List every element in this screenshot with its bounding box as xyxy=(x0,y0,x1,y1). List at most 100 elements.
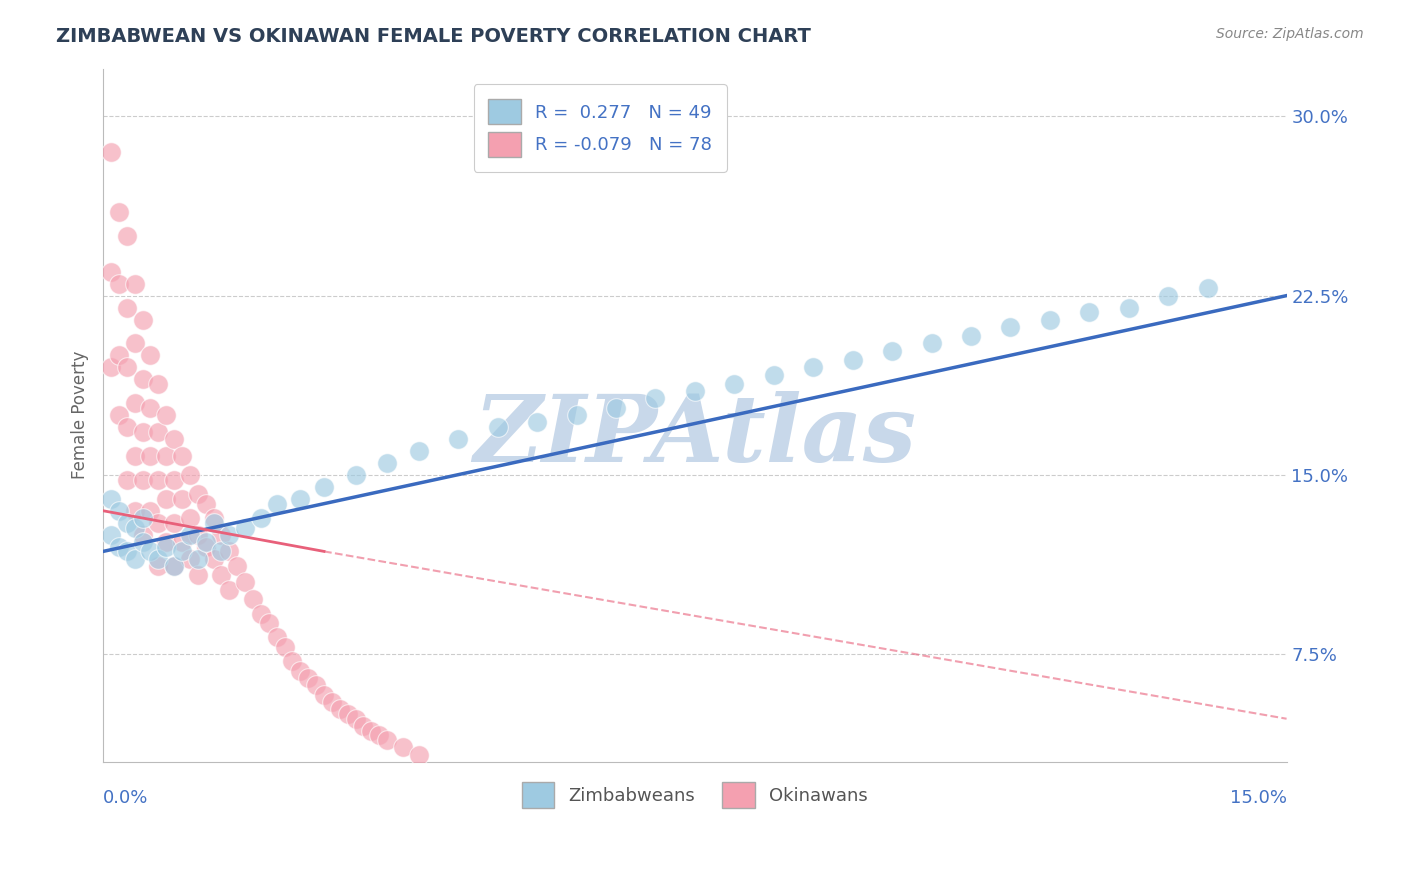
Point xyxy=(921,336,943,351)
Point xyxy=(187,568,209,582)
Point xyxy=(683,384,706,399)
Point xyxy=(392,740,415,755)
Point xyxy=(170,534,193,549)
Point xyxy=(131,534,153,549)
Point xyxy=(297,671,319,685)
Point xyxy=(605,401,627,415)
Point xyxy=(170,544,193,558)
Point xyxy=(163,432,186,446)
Point xyxy=(408,747,430,762)
Point xyxy=(108,205,131,219)
Point xyxy=(124,396,146,410)
Point xyxy=(100,360,122,375)
Point xyxy=(368,729,391,743)
Point xyxy=(1197,281,1219,295)
Point xyxy=(139,401,162,415)
Point xyxy=(305,678,328,692)
Point xyxy=(1157,288,1180,302)
Point xyxy=(131,372,153,386)
Point xyxy=(155,449,177,463)
Text: ZIMBABWEAN VS OKINAWAN FEMALE POVERTY CORRELATION CHART: ZIMBABWEAN VS OKINAWAN FEMALE POVERTY CO… xyxy=(56,27,811,45)
Point xyxy=(100,527,122,541)
Text: ZIPAtlas: ZIPAtlas xyxy=(474,391,917,481)
Point xyxy=(155,534,177,549)
Point xyxy=(202,516,225,530)
Point xyxy=(124,336,146,351)
Point xyxy=(179,467,201,482)
Point xyxy=(321,695,343,709)
Point xyxy=(131,473,153,487)
Legend: Zimbabweans, Okinawans: Zimbabweans, Okinawans xyxy=(515,775,876,815)
Point xyxy=(353,719,375,733)
Point xyxy=(163,558,186,573)
Point xyxy=(170,449,193,463)
Point xyxy=(312,688,335,702)
Point xyxy=(124,504,146,518)
Point xyxy=(187,551,209,566)
Point xyxy=(131,511,153,525)
Point xyxy=(242,592,264,607)
Point xyxy=(281,654,304,668)
Point xyxy=(880,343,903,358)
Point xyxy=(226,558,249,573)
Point xyxy=(139,348,162,362)
Point xyxy=(148,473,170,487)
Point xyxy=(108,408,131,422)
Point xyxy=(841,353,863,368)
Point xyxy=(1118,301,1140,315)
Point xyxy=(100,145,122,160)
Point xyxy=(375,456,398,470)
Point xyxy=(202,551,225,566)
Point xyxy=(218,582,240,597)
Point xyxy=(194,534,217,549)
Point xyxy=(257,616,280,631)
Point xyxy=(148,558,170,573)
Point xyxy=(108,348,131,362)
Point xyxy=(124,520,146,534)
Point xyxy=(148,377,170,392)
Point xyxy=(115,360,138,375)
Point xyxy=(336,706,359,721)
Point xyxy=(139,504,162,518)
Point xyxy=(100,491,122,506)
Point xyxy=(155,491,177,506)
Point xyxy=(344,467,367,482)
Point xyxy=(211,544,233,558)
Point xyxy=(250,511,273,525)
Point xyxy=(115,420,138,434)
Point xyxy=(163,516,186,530)
Point xyxy=(179,551,201,566)
Point xyxy=(155,540,177,554)
Point xyxy=(148,425,170,439)
Point xyxy=(100,265,122,279)
Point xyxy=(801,360,824,375)
Point xyxy=(1078,305,1101,319)
Point xyxy=(960,329,983,343)
Point xyxy=(644,392,666,406)
Point xyxy=(233,575,256,590)
Point xyxy=(131,312,153,326)
Point xyxy=(233,520,256,534)
Point xyxy=(266,631,288,645)
Point xyxy=(170,491,193,506)
Point xyxy=(329,702,352,716)
Point xyxy=(115,516,138,530)
Point xyxy=(290,664,312,678)
Point xyxy=(273,640,295,654)
Text: Source: ZipAtlas.com: Source: ZipAtlas.com xyxy=(1216,27,1364,41)
Point xyxy=(1000,319,1022,334)
Point xyxy=(179,527,201,541)
Point xyxy=(115,544,138,558)
Point xyxy=(148,516,170,530)
Point xyxy=(218,527,240,541)
Point xyxy=(148,551,170,566)
Point xyxy=(1039,312,1062,326)
Point xyxy=(108,277,131,291)
Point xyxy=(375,733,398,747)
Point xyxy=(131,527,153,541)
Point xyxy=(163,473,186,487)
Point xyxy=(218,544,240,558)
Point xyxy=(202,511,225,525)
Point xyxy=(360,723,382,738)
Point xyxy=(312,480,335,494)
